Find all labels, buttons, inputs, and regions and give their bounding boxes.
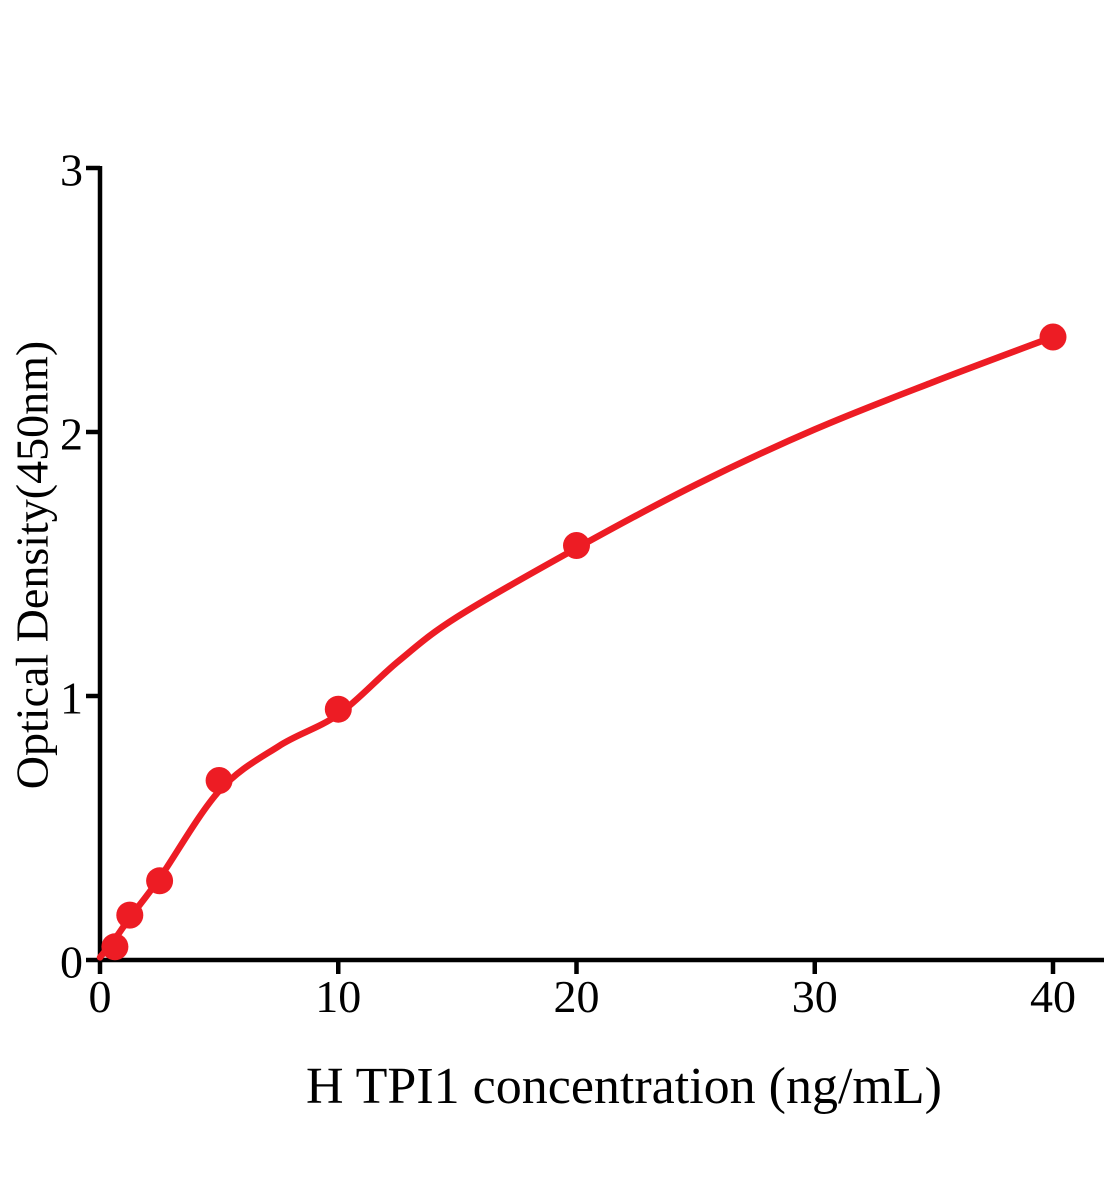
x-tick-label: 30 bbox=[792, 971, 838, 1022]
x-axis-title: H TPI1 concentration (ng/mL) bbox=[306, 1058, 942, 1115]
y-tick-label: 3 bbox=[60, 145, 83, 196]
y-tick-label: 0 bbox=[60, 937, 83, 988]
data-point bbox=[324, 695, 352, 723]
y-axis-title: Optical Density(450nm) bbox=[6, 340, 58, 790]
x-tick-label: 0 bbox=[89, 971, 112, 1022]
data-point bbox=[563, 532, 590, 559]
x-tick-label: 20 bbox=[554, 971, 600, 1022]
data-point bbox=[1039, 323, 1067, 351]
y-tick-label: 1 bbox=[60, 673, 83, 724]
data-point bbox=[205, 767, 233, 794]
fit-curve-line bbox=[96, 333, 1057, 961]
data-point bbox=[101, 933, 129, 961]
data-point bbox=[146, 867, 174, 895]
data-point bbox=[116, 901, 144, 929]
y-tick-label: 2 bbox=[60, 409, 83, 460]
x-tick-label: 40 bbox=[1030, 971, 1076, 1022]
x-tick-label: 10 bbox=[315, 971, 361, 1022]
